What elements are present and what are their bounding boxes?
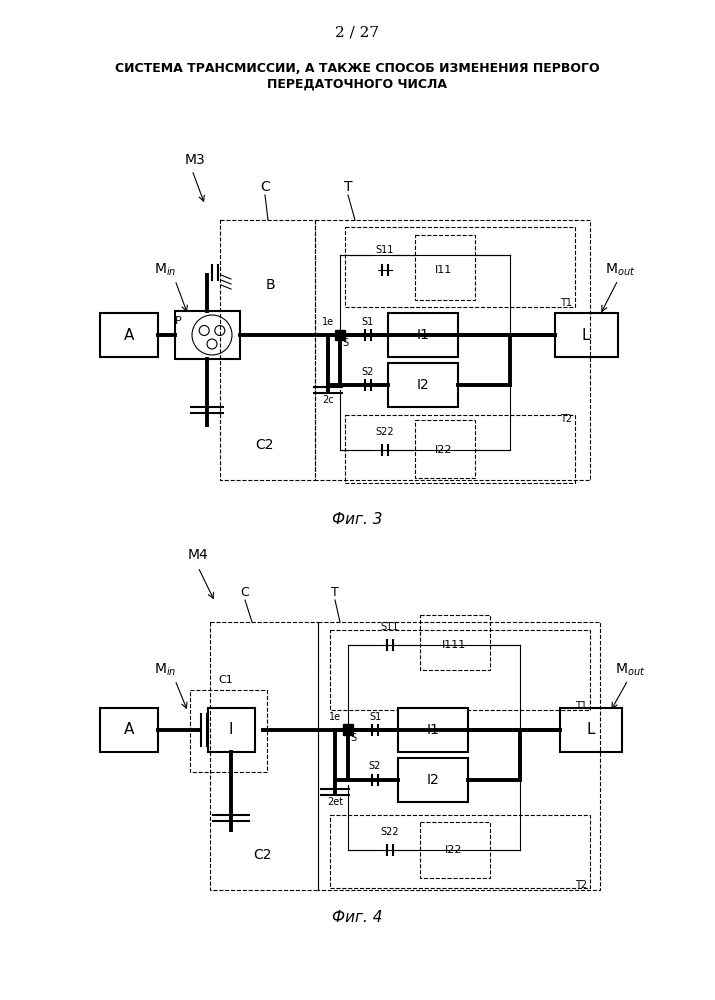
Text: C1: C1 — [219, 675, 233, 685]
Text: S: S — [350, 733, 356, 743]
Text: I: I — [229, 722, 233, 738]
Text: 1e: 1e — [329, 712, 341, 722]
Text: I1: I1 — [417, 328, 430, 342]
Text: S11: S11 — [376, 245, 394, 255]
Text: A: A — [124, 722, 134, 738]
Text: M$_{in}$: M$_{in}$ — [154, 662, 176, 678]
Text: M$_{in}$: M$_{in}$ — [154, 262, 176, 278]
Bar — [208, 708, 255, 752]
Text: B: B — [265, 278, 275, 292]
Text: I2: I2 — [427, 773, 440, 787]
Text: S22: S22 — [375, 427, 394, 437]
Bar — [335, 330, 345, 340]
Text: S11: S11 — [381, 622, 399, 632]
Text: 2et: 2et — [327, 797, 343, 807]
Text: Фиг. 3: Фиг. 3 — [332, 512, 383, 528]
Text: M3: M3 — [185, 153, 206, 167]
Text: T1: T1 — [575, 701, 587, 711]
Text: S22: S22 — [380, 827, 399, 837]
Text: M4: M4 — [188, 548, 209, 562]
Text: S1: S1 — [362, 317, 374, 327]
Text: C: C — [241, 585, 250, 598]
Text: I22: I22 — [435, 445, 453, 455]
Text: I22: I22 — [445, 845, 463, 855]
Text: T: T — [331, 585, 339, 598]
Text: ПЕРЕДАТОЧНОГО ЧИСЛА: ПЕРЕДАТОЧНОГО ЧИСЛА — [267, 78, 447, 91]
Text: I2: I2 — [417, 378, 430, 392]
Text: M$_{out}$: M$_{out}$ — [615, 662, 645, 678]
Text: C: C — [260, 180, 270, 194]
Bar — [175, 311, 240, 359]
Bar — [560, 708, 622, 752]
Bar — [388, 363, 458, 407]
Text: P: P — [174, 316, 182, 326]
Text: T1: T1 — [560, 298, 572, 308]
Bar — [100, 708, 158, 752]
Text: C2: C2 — [256, 438, 275, 452]
Text: M$_{out}$: M$_{out}$ — [605, 262, 635, 278]
Text: S2: S2 — [369, 761, 381, 771]
Text: S1: S1 — [369, 712, 381, 722]
Text: T2: T2 — [560, 414, 572, 424]
Text: 2c: 2c — [322, 395, 334, 405]
Text: I11: I11 — [435, 265, 453, 275]
Text: T: T — [344, 180, 352, 194]
Text: C2: C2 — [252, 848, 271, 862]
Bar — [343, 724, 353, 735]
Text: S2: S2 — [362, 367, 374, 377]
Bar — [398, 708, 468, 752]
Bar — [398, 758, 468, 802]
Text: СИСТЕМА ТРАНСМИССИИ, А ТАКЖЕ СПОСОБ ИЗМЕНЕНИЯ ПЕРВОГО: СИСТЕМА ТРАНСМИССИИ, А ТАКЖЕ СПОСОБ ИЗМЕ… — [114, 62, 599, 75]
Text: I111: I111 — [442, 640, 466, 650]
Text: 1e: 1e — [322, 317, 334, 327]
Bar — [100, 313, 158, 357]
Text: L: L — [582, 328, 591, 342]
Text: A: A — [124, 328, 134, 342]
Text: 2 / 27: 2 / 27 — [335, 25, 379, 39]
Text: T2: T2 — [575, 880, 587, 890]
Bar — [555, 313, 618, 357]
Bar — [388, 313, 458, 357]
Text: Фиг. 4: Фиг. 4 — [332, 910, 383, 926]
Text: L: L — [587, 722, 596, 738]
Text: I1: I1 — [427, 723, 440, 737]
Text: S: S — [342, 338, 348, 348]
